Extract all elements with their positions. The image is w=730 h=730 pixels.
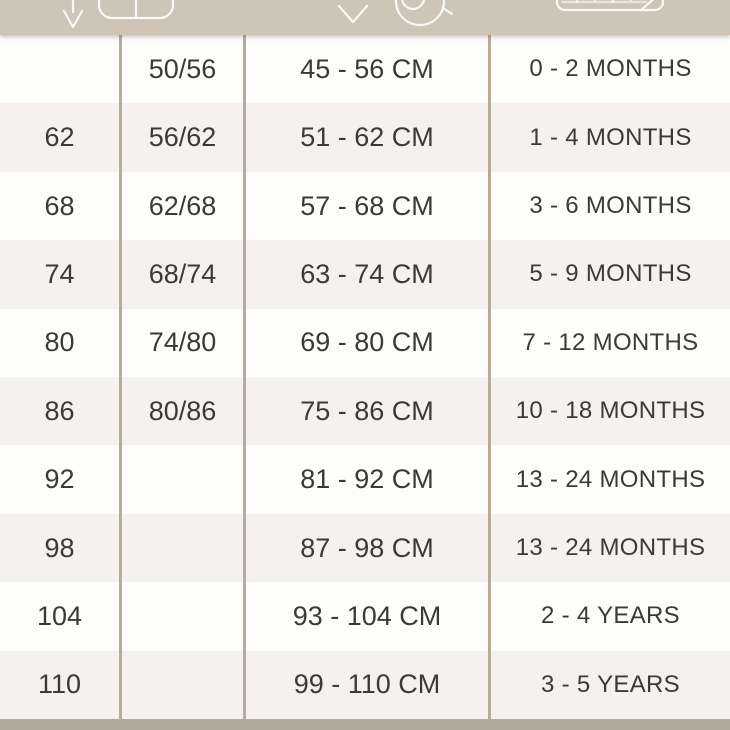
table-row: 92 81 - 92 CM 13 - 24 MONTHS <box>0 445 730 514</box>
ruler-icon <box>555 0 665 12</box>
cell-size: 98 <box>44 532 75 563</box>
table-row: 68 62/68 57 - 68 CM 3 - 6 MONTHS <box>0 171 730 241</box>
cell-height-cm: 81 - 92 CM <box>243 445 488 514</box>
cell-height-cm: 63 - 74 CM <box>243 240 488 309</box>
size-chart-header <box>0 0 730 35</box>
cell-age: 5 - 9 MONTHS <box>488 240 730 309</box>
measuring-tape-icon <box>394 0 454 27</box>
cell-age: 2 - 4 YEARS <box>488 582 730 651</box>
cell-height-cm: 75 - 86 CM <box>243 377 488 446</box>
cell-size-range: 80/86 <box>119 377 243 446</box>
cell-size-range <box>119 650 243 720</box>
cell-size: 86 <box>44 395 75 426</box>
cell-size-range: 56/62 <box>119 103 243 172</box>
down-arrow-icon <box>337 4 369 24</box>
cell-age: 1 - 4 MONTHS <box>488 103 730 172</box>
cell-size <box>0 35 119 103</box>
cell-size: 80 <box>44 327 75 358</box>
cell-height-cm: 87 - 98 CM <box>243 513 488 583</box>
cell-age: 13 - 24 MONTHS <box>488 513 730 583</box>
cell-size: 104 <box>36 600 83 631</box>
table-row: 110 99 - 110 CM 3 - 5 YEARS <box>0 650 730 720</box>
table-row: 62 56/62 51 - 62 CM 1 - 4 MONTHS <box>0 103 730 172</box>
table-row: 86 80/86 75 - 86 CM 10 - 18 MONTHS <box>0 377 730 446</box>
table-row: 74 68/74 63 - 74 CM 5 - 9 MONTHS <box>0 240 730 309</box>
table-row: 104 93 - 104 CM 2 - 4 YEARS <box>0 582 730 651</box>
cell-size-range: 50/56 <box>119 35 243 104</box>
table-row: 50/56 45 - 56 CM 0 - 2 MONTHS <box>0 35 730 104</box>
cell-age: 7 - 12 MONTHS <box>488 308 730 378</box>
cell-size: 62 <box>44 122 75 153</box>
cell-size-range <box>119 445 243 514</box>
header-icons <box>62 0 665 29</box>
cell-size: 110 <box>37 669 82 700</box>
cell-size-range: 68/74 <box>119 240 243 309</box>
size-table-body: 50/56 45 - 56 CM 0 - 2 MONTHS 62 56/62 5… <box>0 35 730 720</box>
cell-size-range: 74/80 <box>119 308 243 378</box>
table-row: 98 87 - 98 CM 13 - 24 MONTHS <box>0 513 730 583</box>
cell-age: 0 - 2 MONTHS <box>488 35 730 104</box>
table-row: 80 74/80 69 - 80 CM 7 - 12 MONTHS <box>0 308 730 378</box>
cell-age: 3 - 5 YEARS <box>488 650 730 720</box>
cell-height-cm: 51 - 62 CM <box>243 103 488 172</box>
cell-size: 68 <box>44 190 75 221</box>
cell-age: 3 - 6 MONTHS <box>488 171 730 241</box>
cell-height-cm: 69 - 80 CM <box>243 308 488 378</box>
down-arrow-icon <box>62 0 84 29</box>
cell-size: 92 <box>44 464 75 495</box>
cell-height-cm: 57 - 68 CM <box>243 171 488 241</box>
cell-age: 13 - 24 MONTHS <box>488 445 730 514</box>
footer-bar <box>0 719 730 730</box>
garment-outline-icon <box>97 0 175 20</box>
cell-size-range <box>119 513 243 583</box>
cell-age: 10 - 18 MONTHS <box>488 377 730 446</box>
cell-size-range <box>119 582 243 651</box>
cell-height-cm: 45 - 56 CM <box>243 35 488 104</box>
cell-height-cm: 99 - 110 CM <box>243 650 488 720</box>
cell-height-cm: 93 - 104 CM <box>243 582 488 651</box>
cell-size-range: 62/68 <box>119 171 243 241</box>
cell-size: 74 <box>44 258 75 289</box>
